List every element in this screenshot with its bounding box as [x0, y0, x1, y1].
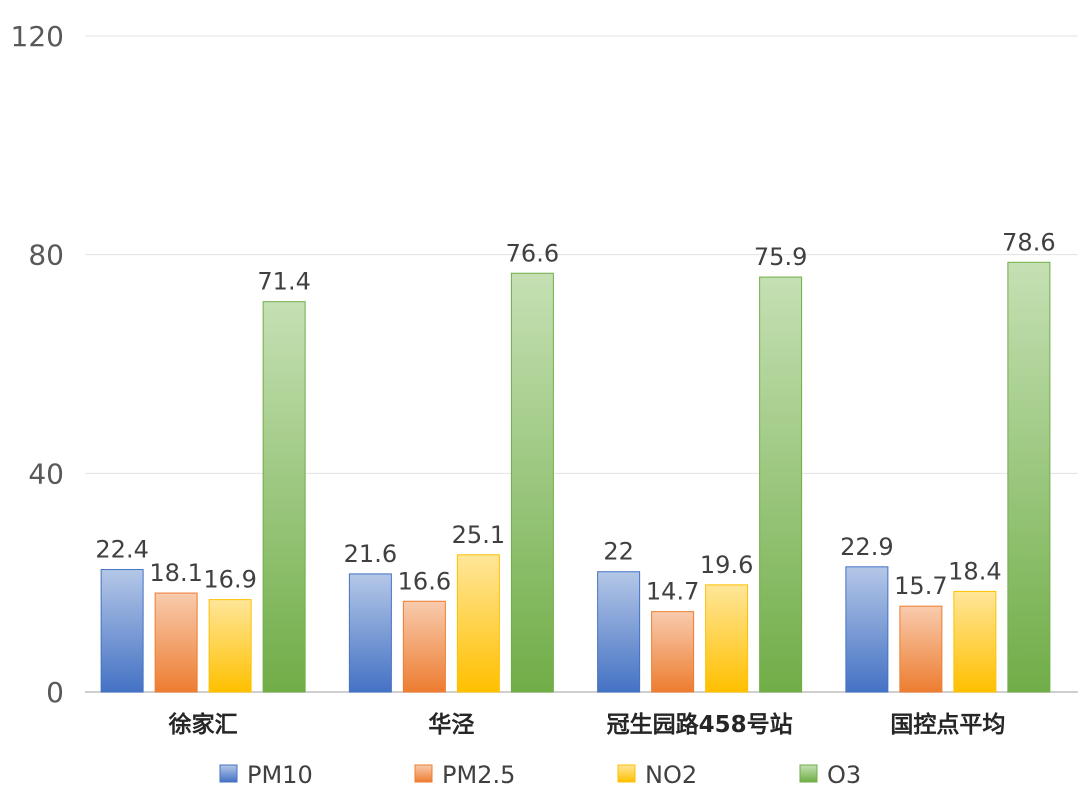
data-labels: 22.418.1 16.9 71.4 21.616.625.1 76.6 22 14.719…: [95, 228, 1055, 605]
category-labels: 徐家汇 华泾 冠生园路458号站 国控点平均: [168, 711, 1006, 738]
data-label: 21.6: [344, 540, 397, 568]
data-label: 18.1: [149, 559, 202, 587]
data-label: 15.7: [894, 572, 947, 600]
legend-swatch: [617, 764, 636, 783]
data-label: 19.6: [700, 551, 753, 579]
legend-swatch: [414, 764, 433, 783]
bar-pm10-3: [845, 566, 889, 693]
bar-no2-3: [953, 590, 997, 693]
bar-no2-1: [456, 554, 500, 693]
data-label: 75.9: [754, 243, 807, 271]
bars: [100, 261, 1051, 693]
data-label: 18.4: [948, 557, 1001, 585]
data-label: 22.4: [95, 536, 148, 564]
y-tick-label: 40: [28, 457, 64, 490]
bar-pm25-1: [402, 600, 446, 693]
y-axis-ticks: 0 40 80 120: [11, 20, 64, 709]
bar-pm25-3: [899, 605, 943, 693]
data-label: 22.9: [840, 533, 893, 561]
bar-pm25-2: [651, 611, 695, 693]
y-tick-label: 80: [28, 239, 64, 272]
bar-o3-1: [510, 272, 554, 693]
data-label: 22: [603, 538, 634, 566]
data-label: 78.6: [1002, 228, 1055, 256]
legend-swatch: [219, 764, 238, 783]
category-label: 华泾: [428, 711, 474, 738]
legend: PM10 PM2.5 NO2 O3: [219, 761, 861, 789]
legend-swatch: [799, 764, 818, 783]
bar-no2-0: [208, 599, 252, 693]
category-label: 徐家汇: [168, 711, 238, 738]
data-label: 16.9: [203, 566, 256, 594]
legend-label: O3: [827, 761, 861, 789]
y-tick-label: 0: [46, 676, 64, 709]
legend-label: PM10: [247, 761, 313, 789]
data-label: 14.7: [646, 578, 699, 606]
bar-pm25-0: [154, 592, 198, 693]
category-label: 冠生园路458号站: [607, 711, 793, 738]
data-label: 76.6: [506, 239, 559, 267]
bar-no2-2: [705, 584, 749, 693]
data-label: 16.6: [398, 567, 451, 595]
legend-label: NO2: [645, 761, 697, 789]
bar-pm10-0: [100, 569, 144, 693]
legend-label: PM2.5: [442, 761, 515, 789]
bar-o3-3: [1007, 261, 1051, 693]
data-label: 71.4: [257, 268, 310, 296]
bar-pm10-1: [348, 573, 392, 693]
data-label: 25.1: [452, 521, 505, 549]
category-label: 国控点平均: [890, 711, 1005, 738]
bar-o3-0: [262, 301, 306, 693]
bar-o3-2: [759, 276, 803, 693]
bar-pm10-2: [597, 571, 641, 693]
y-tick-label: 120: [11, 20, 64, 53]
